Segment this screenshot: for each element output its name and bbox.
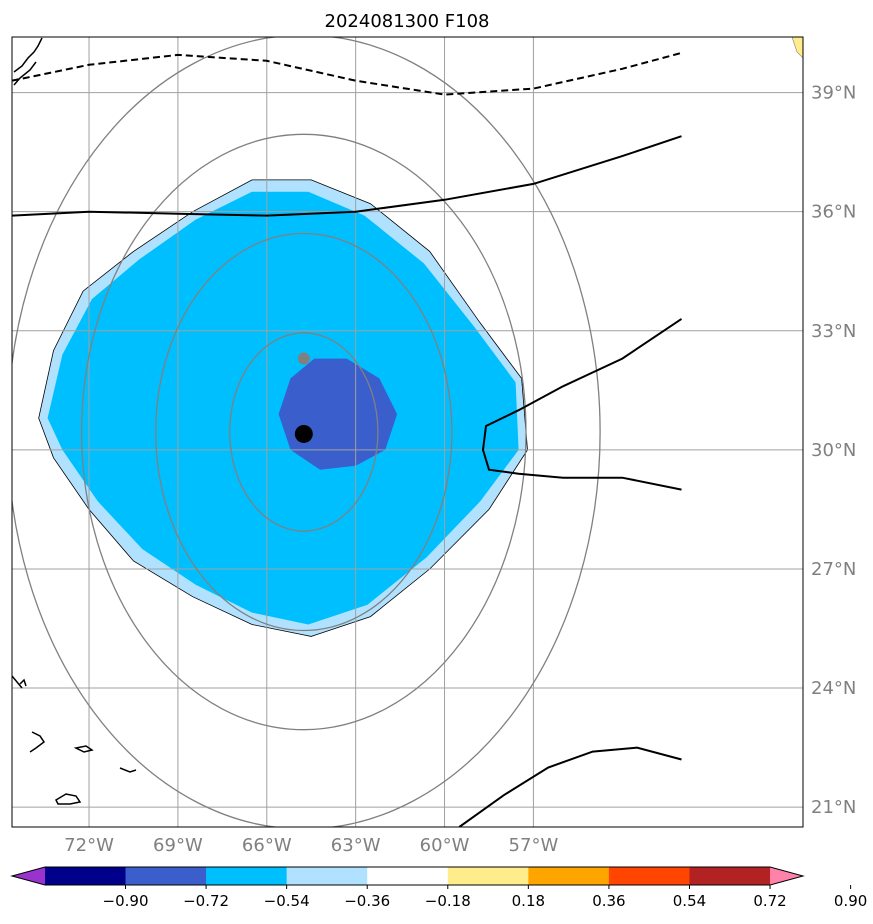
colorbar-box xyxy=(44,867,127,885)
contour-line-2 xyxy=(481,318,683,491)
colorbar-box xyxy=(206,867,288,885)
coastline xyxy=(13,61,37,86)
colorbar-outline xyxy=(10,866,805,886)
colorbar-tick-label: 0.18 xyxy=(512,892,545,910)
storm-marker-1 xyxy=(297,352,310,365)
lon-tick-label: 69°W xyxy=(153,835,203,856)
contour-line-1 xyxy=(12,135,682,217)
axis-ticks: 72°W 69°W 66°W 63°W 60°W 57°W 21°N 24°N 27°N 30°N… xyxy=(64,83,856,856)
range-ring xyxy=(229,332,379,532)
colorbar-box xyxy=(608,867,690,885)
colorbar-tick-label: 0.36 xyxy=(592,892,625,910)
colorbar: −0.90 −0.72 −0.54 −0.36 −0.18 0.18 0.36 0.54 0.7… xyxy=(10,866,867,910)
chart-title: 2024081300 F108 xyxy=(325,11,490,32)
lat-tick-label: 30°N xyxy=(811,440,856,461)
coastline xyxy=(55,793,82,805)
map-frame xyxy=(11,36,804,828)
colorbar-tick-label: −0.36 xyxy=(344,892,390,910)
shaded-region-2 xyxy=(278,358,398,470)
colorbar-tick-label: −0.54 xyxy=(264,892,310,910)
colorbar-box xyxy=(528,867,610,885)
lon-tick-label: 72°W xyxy=(64,835,114,856)
storm-marker-0 xyxy=(294,424,313,443)
coastline xyxy=(19,678,27,687)
contour-line-0 xyxy=(12,51,682,96)
coastline xyxy=(73,745,94,753)
lon-tick-label: 57°W xyxy=(509,835,559,856)
lon-tick-label: 60°W xyxy=(420,835,470,856)
coastline xyxy=(12,675,23,689)
lat-tick-label: 39°N xyxy=(811,83,856,104)
lat-tick-label: 33°N xyxy=(811,321,856,342)
colorbar-box xyxy=(689,867,771,885)
range-ring xyxy=(80,133,527,731)
colorbar-extend-low xyxy=(12,867,45,885)
colorbar-tick-label: −0.18 xyxy=(425,892,471,910)
contour-line-3 xyxy=(458,746,682,827)
range-ring xyxy=(12,37,601,827)
map-plot-area xyxy=(12,37,803,827)
lon-tick-label: 63°W xyxy=(331,835,381,856)
lat-tick-label: 36°N xyxy=(811,202,856,223)
colorbar-extend-high xyxy=(770,867,803,885)
lat-tick-label: 24°N xyxy=(811,678,856,699)
positive-patch xyxy=(791,37,803,59)
coastline xyxy=(119,767,137,773)
region-outline xyxy=(38,179,528,637)
colorbar-box xyxy=(125,867,207,885)
colorbar-tick-label: 0.90 xyxy=(834,892,867,910)
range-ring xyxy=(155,232,453,632)
coastline xyxy=(29,731,46,753)
colorbar-tick-label: 0.54 xyxy=(673,892,706,910)
colorbar-tick-label: −0.90 xyxy=(103,892,149,910)
colorbar-box xyxy=(286,867,368,885)
lat-tick-label: 27°N xyxy=(811,559,856,580)
colorbar-tick-label: 0.72 xyxy=(753,892,786,910)
lon-tick-label: 66°W xyxy=(242,835,292,856)
coastline xyxy=(13,37,43,73)
colorbar-box xyxy=(367,867,449,885)
lat-tick-label: 21°N xyxy=(811,797,856,818)
colorbar-box xyxy=(447,867,529,885)
colorbar-tick-label: −0.72 xyxy=(183,892,229,910)
